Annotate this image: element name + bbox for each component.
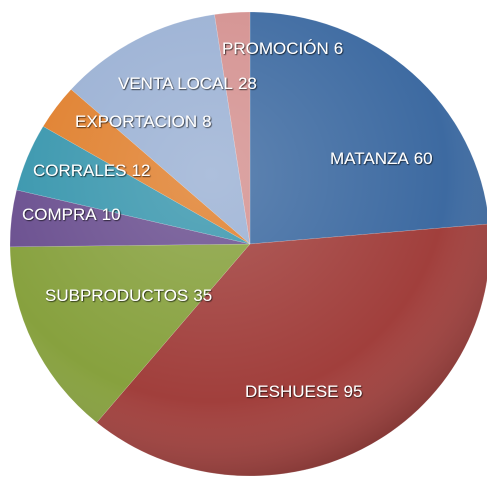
slice-label: CORRALES 12 — [33, 161, 150, 180]
slice-category: VENTA LOCAL — [118, 74, 233, 93]
slice-value: 28 — [238, 74, 257, 93]
slice-category: PROMOCIÓN — [222, 39, 329, 58]
slice-category: MATANZA — [330, 149, 409, 168]
slice-label: EXPORTACION 8 — [75, 112, 212, 131]
slice-label: MATANZA 60 — [330, 149, 433, 168]
slice-value: 95 — [344, 382, 363, 401]
slice-label: SUBPRODUCTOS 35 — [45, 286, 212, 305]
slice-value: 6 — [334, 39, 343, 58]
slice-value: 8 — [202, 112, 211, 131]
slice-label: DESHUESE 95 — [245, 382, 362, 401]
slice-value: 10 — [102, 205, 121, 224]
slice-category: SUBPRODUCTOS — [45, 286, 188, 305]
slice-label: PROMOCIÓN 6 — [222, 39, 343, 58]
slice-value: 12 — [132, 161, 151, 180]
slice-value: 35 — [193, 286, 212, 305]
slice-category: DESHUESE — [245, 382, 339, 401]
slice-category: EXPORTACION — [75, 112, 197, 131]
labels: MATANZA 60 DESHUESE 95 SUBPRODUCTOS 35 COMPRA 1… — [22, 39, 433, 401]
slice-value: 60 — [414, 149, 433, 168]
slice-category: COMPRA — [22, 205, 97, 224]
slice-label: COMPRA 10 — [22, 205, 121, 224]
slice-category: CORRALES — [33, 161, 127, 180]
slice-label: VENTA LOCAL 28 — [118, 74, 257, 93]
